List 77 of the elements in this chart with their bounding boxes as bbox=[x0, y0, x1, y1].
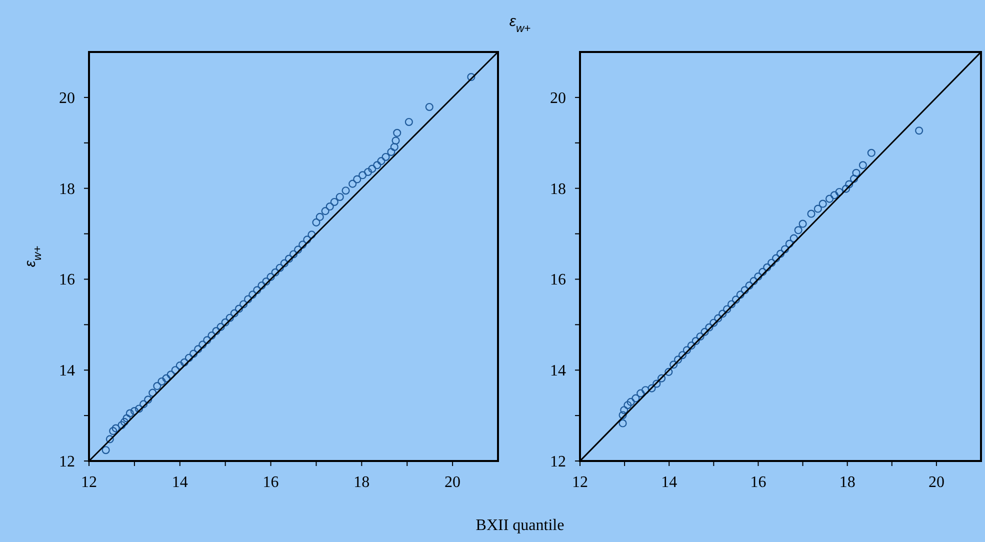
point bbox=[740, 286, 749, 294]
point bbox=[850, 174, 858, 183]
point bbox=[754, 272, 762, 281]
point bbox=[618, 411, 627, 420]
y-tick-label: 14 bbox=[59, 362, 75, 380]
x-tick-label: 18 bbox=[839, 474, 856, 491]
point bbox=[745, 282, 754, 290]
chart-title: ε$_{w+}$ bbox=[509, 13, 532, 35]
y-tick-label: 12 bbox=[550, 454, 566, 470]
point bbox=[718, 310, 727, 318]
point bbox=[670, 360, 678, 369]
y-tick-label: 12 bbox=[59, 454, 75, 470]
point bbox=[618, 419, 627, 428]
point bbox=[710, 318, 718, 327]
x-tick-label: 14 bbox=[172, 474, 188, 491]
y-tick-label: 20 bbox=[59, 90, 75, 107]
point bbox=[687, 342, 696, 350]
point bbox=[842, 184, 850, 193]
point bbox=[732, 296, 740, 304]
point bbox=[798, 220, 807, 228]
point bbox=[678, 351, 687, 360]
point bbox=[736, 290, 744, 299]
point bbox=[700, 328, 709, 336]
point bbox=[632, 394, 640, 402]
point bbox=[723, 305, 732, 314]
point bbox=[867, 148, 876, 157]
point bbox=[794, 226, 802, 234]
y-tick-label: 16 bbox=[59, 272, 75, 289]
x-tick-label: 16 bbox=[750, 474, 766, 491]
x-tick-label: 20 bbox=[444, 474, 461, 491]
point bbox=[768, 258, 776, 267]
y-tick-label: 18 bbox=[550, 180, 566, 198]
point bbox=[780, 245, 789, 254]
point bbox=[814, 204, 822, 213]
point bbox=[852, 168, 860, 177]
point bbox=[785, 240, 794, 248]
y-tick-label: 18 bbox=[59, 180, 75, 198]
point bbox=[750, 277, 758, 286]
x-tick-label: 14 bbox=[661, 474, 678, 491]
point bbox=[692, 337, 700, 346]
point bbox=[915, 126, 924, 135]
y-tick-label: 14 bbox=[550, 362, 566, 380]
x-tick-label: 18 bbox=[354, 474, 370, 491]
point bbox=[790, 234, 798, 242]
point bbox=[674, 356, 682, 364]
point bbox=[818, 200, 827, 208]
point bbox=[658, 374, 666, 382]
point bbox=[636, 389, 645, 398]
y-tick-label: 16 bbox=[550, 272, 566, 289]
point bbox=[858, 161, 867, 170]
point bbox=[664, 368, 673, 376]
point bbox=[825, 194, 834, 203]
point bbox=[626, 398, 635, 406]
point bbox=[624, 401, 632, 410]
point bbox=[727, 300, 736, 308]
point bbox=[830, 191, 838, 200]
point bbox=[648, 384, 656, 392]
point bbox=[696, 332, 704, 341]
point bbox=[807, 210, 816, 218]
point bbox=[641, 386, 650, 394]
point bbox=[835, 188, 844, 196]
x-axis-title: BXII quantile bbox=[476, 517, 564, 534]
x-tick-label: 20 bbox=[928, 474, 944, 491]
point bbox=[620, 406, 628, 414]
point bbox=[705, 323, 714, 332]
point bbox=[758, 268, 767, 276]
point bbox=[682, 346, 691, 354]
x-tick-label: 12 bbox=[572, 474, 588, 491]
x-tick-label: 16 bbox=[262, 474, 279, 491]
point bbox=[714, 314, 722, 322]
point bbox=[776, 250, 785, 258]
point bbox=[763, 263, 772, 272]
point bbox=[652, 380, 661, 388]
y-tick-label: 20 bbox=[550, 90, 566, 107]
x-tick-label: 12 bbox=[81, 474, 97, 491]
point bbox=[772, 254, 780, 262]
point bbox=[845, 180, 854, 188]
